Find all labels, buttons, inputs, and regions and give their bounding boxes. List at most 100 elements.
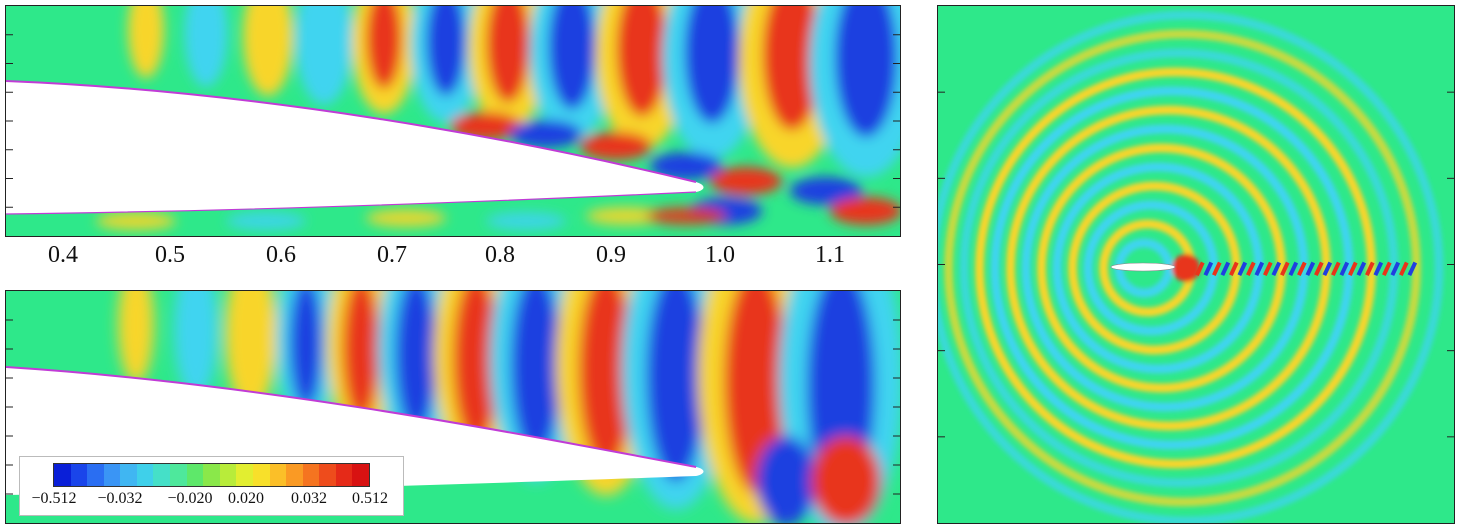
- wake-cell: [830, 197, 900, 225]
- wake-vortex: [1331, 261, 1341, 277]
- airfoil-surface-line: [6, 80, 697, 183]
- wave-core: [646, 291, 706, 482]
- legend-swatch: [170, 464, 187, 486]
- wave-lobe: [243, 6, 293, 96]
- legend-swatch: [120, 464, 137, 486]
- legend-label: 0.512: [352, 490, 388, 507]
- wave-core: [486, 6, 530, 103]
- wave-core: [395, 291, 437, 433]
- color-legend-bar: [53, 463, 370, 487]
- pressure-ring: [1068, 181, 1241, 355]
- acoustic-rings: [938, 10, 1444, 523]
- wave-core: [426, 6, 466, 96]
- legend-label: −0.032: [97, 490, 143, 507]
- legend-swatch: [286, 464, 303, 486]
- legend-swatch: [352, 464, 369, 486]
- legend-swatch: [54, 464, 71, 486]
- legend-swatch: [70, 464, 88, 486]
- wake-vortex: [1297, 261, 1307, 277]
- legend-label: 0.020: [228, 490, 264, 507]
- wake-vortex: [1263, 261, 1273, 277]
- wake-vortex: [1314, 261, 1324, 277]
- x-tick-label: 0.5: [155, 242, 185, 268]
- wake-cell: [580, 132, 652, 160]
- legend-swatch: [319, 464, 336, 486]
- wave-lobe: [174, 291, 218, 398]
- wave-core: [616, 6, 668, 117]
- legend-swatch: [335, 464, 353, 486]
- wake-vortex: [1305, 261, 1316, 277]
- pressure-ring: [1083, 200, 1219, 336]
- pressure-ring: [1037, 143, 1286, 393]
- lower-wave: [226, 212, 306, 230]
- legend-swatch: [236, 464, 253, 486]
- legend-swatch: [203, 464, 220, 486]
- wake-vortex: [1229, 261, 1239, 277]
- wave-field: [118, 291, 900, 523]
- trailing-edge-contour-top: [5, 5, 901, 237]
- pressure-ring: [938, 10, 1444, 523]
- wave-core: [366, 6, 402, 89]
- x-tick-label: 0.6: [266, 242, 296, 268]
- wave-core: [684, 6, 740, 124]
- legend-swatch: [302, 464, 320, 486]
- wave-core: [289, 291, 323, 409]
- lower-wave: [366, 209, 446, 227]
- airfoil-surface-line: [6, 191, 697, 215]
- wake-vortex: [1339, 261, 1350, 277]
- airfoil-surface-line: [6, 366, 697, 468]
- wake-vortex: [1399, 261, 1409, 277]
- pressure-ring: [944, 29, 1421, 507]
- legend-swatch: [252, 464, 270, 486]
- wake-vortex: [1195, 261, 1205, 277]
- legend-swatch: [219, 464, 237, 486]
- wave-core: [578, 291, 634, 470]
- x-tick-label: 0.4: [48, 242, 78, 268]
- wave-lobe: [184, 6, 228, 87]
- legend-swatch: [186, 464, 204, 486]
- airfoil-shape: [1110, 262, 1176, 272]
- wake-vortex: [1365, 261, 1375, 277]
- lower-wave: [586, 207, 666, 225]
- x-tick-label: 0.8: [485, 242, 515, 268]
- wave-lobe: [128, 6, 164, 78]
- legend-swatch: [103, 464, 121, 486]
- legend-swatch: [269, 464, 287, 486]
- wave-core: [834, 6, 898, 138]
- contour-plot-top: [6, 6, 900, 236]
- wake-vortex: [1288, 261, 1299, 277]
- x-tick-label: 1.1: [815, 242, 845, 268]
- wake-vortex: [1246, 261, 1256, 277]
- wake-vortex: [1407, 261, 1418, 277]
- wave-core: [510, 291, 562, 458]
- airfoil-shape: [6, 81, 704, 214]
- wave-lobe: [118, 291, 154, 384]
- x-tick-label: 0.7: [377, 242, 407, 268]
- wake-vortex: [1382, 261, 1392, 277]
- wake-vortex: [1280, 261, 1290, 277]
- source-core: [1172, 254, 1200, 282]
- wake-vortex: [1203, 261, 1214, 277]
- wake-cell: [510, 120, 582, 148]
- wake-cell: [790, 177, 862, 205]
- wake-vortex: [1373, 261, 1384, 277]
- wave-core: [342, 291, 380, 421]
- wake-cell: [811, 436, 881, 523]
- wake-vortex: [1348, 261, 1358, 277]
- wake-vortex: [1322, 261, 1333, 277]
- wake-vortex: [1220, 261, 1231, 277]
- contour-plot-far-field: [938, 6, 1454, 523]
- pressure-ring: [990, 86, 1354, 450]
- wave-lobe: [225, 291, 277, 412]
- wave-core: [762, 6, 822, 131]
- legend-label: −0.020: [167, 490, 213, 507]
- wave-field: [96, 6, 900, 230]
- wake-cell: [756, 436, 816, 523]
- legend-swatch: [87, 464, 104, 486]
- wake-vortex: [1212, 261, 1222, 277]
- wave-core: [548, 6, 596, 110]
- wake-vortex: [1356, 261, 1367, 277]
- wake-cell: [710, 167, 782, 195]
- x-tick-label: 0.9: [596, 242, 626, 268]
- wave-lobe: [295, 6, 353, 105]
